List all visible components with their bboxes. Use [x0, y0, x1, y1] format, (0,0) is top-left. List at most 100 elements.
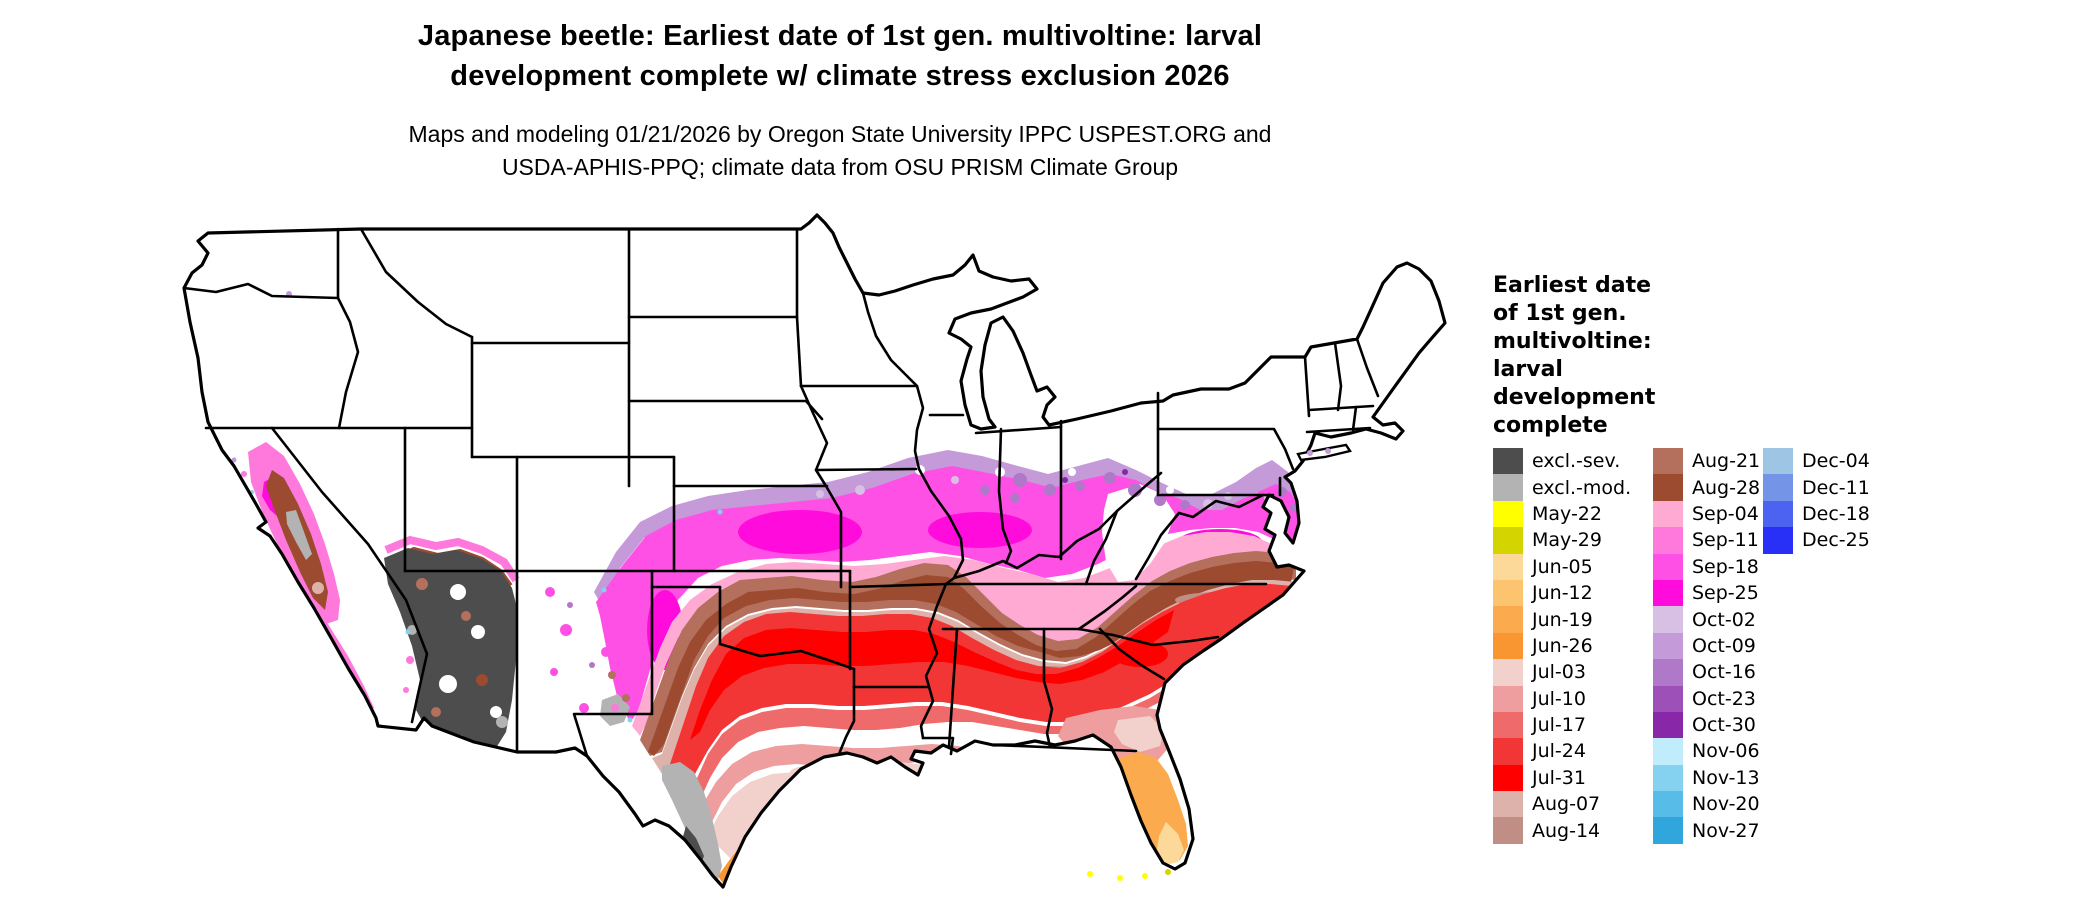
- title-line-2: development complete w/ climate stress e…: [450, 60, 1230, 92]
- legend-swatch: [1493, 553, 1523, 580]
- us-map: [160, 160, 1460, 892]
- legend-swatch: [1763, 448, 1793, 475]
- band-jul10: [684, 730, 1164, 838]
- legend-entry: Sep-25: [1653, 579, 1763, 607]
- band-jul31: [690, 610, 1174, 740]
- legend-entry: Dec-11: [1763, 474, 1873, 501]
- legend-entry: Jun-26: [1493, 632, 1653, 660]
- legend-entry: May-22: [1493, 500, 1653, 528]
- legend-swatch: [1653, 711, 1683, 739]
- legend-entry-label: Jul-10: [1532, 687, 1586, 710]
- legend-swatch: [1763, 500, 1793, 528]
- speck: [1122, 469, 1128, 475]
- legend-column-1: excl.-sev. excl.-mod. May-22 May-29 Jun-05 Ju…: [1493, 448, 1653, 844]
- speck: [545, 587, 555, 597]
- speck: [951, 476, 959, 484]
- speck: [1075, 481, 1085, 491]
- speck: [579, 703, 589, 713]
- legend-swatch: [1653, 738, 1683, 765]
- legend-title-line: complete: [1493, 413, 1608, 438]
- legend-entry-label: Nov-06: [1692, 740, 1760, 763]
- legend-swatch: [1493, 738, 1523, 765]
- band-oct: [594, 450, 1306, 606]
- legend-entry-label: May-29: [1532, 529, 1602, 552]
- speck: [601, 587, 607, 593]
- band-sep25-core: [738, 510, 862, 554]
- legend-entry: Sep-11: [1653, 527, 1763, 554]
- az-darkgray: [384, 548, 517, 748]
- speck: [622, 694, 630, 702]
- speck: [717, 509, 723, 515]
- az-brown-patch: [431, 707, 441, 717]
- page-subtitle: Maps and modeling 01/21/2026 by Oregon S…: [0, 118, 1680, 184]
- legend-entry: excl.-sev.: [1493, 448, 1653, 475]
- legend-entry: Oct-02: [1653, 606, 1763, 633]
- legend-entry: Dec-04: [1763, 448, 1873, 475]
- ca-dusty: [312, 582, 324, 594]
- legend-entry-label: Aug-07: [1532, 793, 1601, 816]
- legend-entry: Aug-14: [1493, 817, 1653, 844]
- legend-entry: Nov-27: [1653, 817, 1763, 844]
- legend-entry: Jul-31: [1493, 764, 1653, 792]
- legend-swatch: [1653, 606, 1683, 633]
- legend-entry: Jun-19: [1493, 606, 1653, 633]
- speck: [1010, 493, 1020, 503]
- legend-entry-label: Oct-16: [1692, 661, 1756, 684]
- legend-swatch: [1493, 711, 1523, 739]
- legend-entry-label: Sep-11: [1692, 529, 1759, 552]
- band-sep25-core: [928, 512, 1032, 548]
- legend-entry: Jun-12: [1493, 579, 1653, 607]
- legend-entry-label: Aug-21: [1692, 450, 1761, 473]
- legend-entry-label: Nov-27: [1692, 819, 1760, 842]
- legend-entry-label: excl.-mod.: [1532, 476, 1632, 499]
- speck: [617, 607, 627, 617]
- legend-entry: Oct-16: [1653, 659, 1763, 686]
- legend-swatch: [1493, 764, 1523, 792]
- legend-entry-label: Oct-02: [1692, 608, 1756, 631]
- legend-swatch: [1653, 659, 1683, 686]
- speck: [855, 485, 865, 495]
- speck: [1166, 486, 1174, 494]
- legend-entry-label: Oct-30: [1692, 714, 1756, 737]
- legend-title-line: development: [1493, 385, 1656, 410]
- legend-title: Earliest date of 1st gen. multivoltine: …: [1493, 272, 2053, 440]
- page-title: Japanese beetle: Earliest date of 1st ge…: [0, 16, 1680, 96]
- legend-entry-label: Dec-11: [1802, 476, 1870, 499]
- speck: [241, 471, 247, 477]
- legend-swatch: [1653, 685, 1683, 712]
- legend-entry: Sep-04: [1653, 500, 1763, 528]
- tx-gray: [662, 762, 722, 880]
- speck: [567, 602, 573, 608]
- speck: [317, 635, 323, 641]
- speck: [1307, 450, 1313, 456]
- legend-title-line: larval: [1493, 357, 1563, 382]
- legend-entry: Jun-05: [1493, 553, 1653, 580]
- band-jul31: [1112, 641, 1168, 667]
- legend-entry: Oct-23: [1653, 685, 1763, 712]
- legend-entry-label: Nov-20: [1692, 793, 1760, 816]
- speck: [550, 668, 558, 676]
- legend-entry: Aug-28: [1653, 474, 1763, 501]
- legend-swatch: [1653, 632, 1683, 660]
- legend-swatch: [1493, 579, 1523, 607]
- legend-swatch: [1493, 632, 1523, 660]
- speck: [1203, 499, 1213, 509]
- legend-entry-label: Jun-26: [1532, 634, 1593, 657]
- legend-swatch: [1493, 659, 1523, 686]
- speck: [589, 662, 595, 668]
- ca-valley-gray: [286, 510, 312, 560]
- legend-entry: Jul-10: [1493, 685, 1653, 712]
- az-pink-fringe: [384, 535, 520, 583]
- speck: [746, 496, 754, 504]
- az-gray-patch: [496, 716, 508, 728]
- legend-entry: May-29: [1493, 527, 1653, 554]
- legend-swatch: [1653, 500, 1683, 528]
- speck: [1180, 500, 1190, 510]
- legend-title-line: multivoltine:: [1493, 329, 1652, 354]
- fl-tan: [1156, 822, 1184, 865]
- legend-entry-label: Jun-19: [1532, 608, 1593, 631]
- legend-entry-label: Jul-24: [1532, 740, 1586, 763]
- legend-swatch: [1653, 527, 1683, 554]
- legend-entry: Jul-17: [1493, 711, 1653, 739]
- speck: [332, 664, 340, 672]
